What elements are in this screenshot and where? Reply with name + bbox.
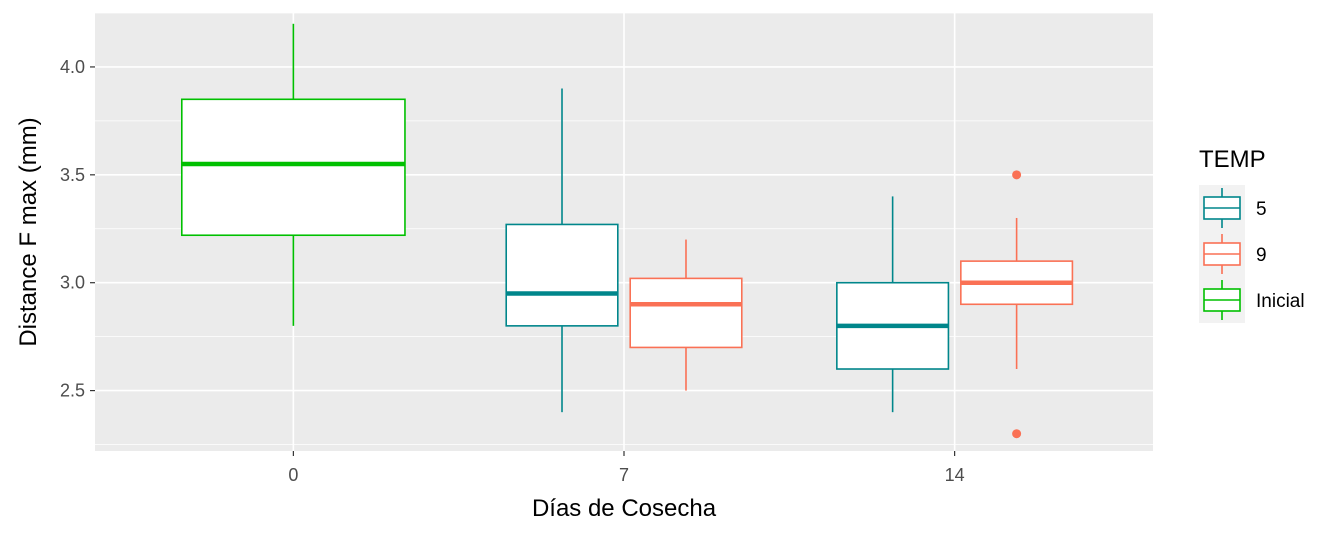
y-axis: 2.5 3.0 3.5 4.0 [60,57,95,401]
legend-key-Inicial [1199,277,1245,323]
legend-title: TEMP [1199,146,1266,173]
x-tick-label: 14 [945,465,965,485]
y-tick-label: 2.5 [60,381,85,401]
box-marks [180,23,1074,439]
x-axis-title: Días de Cosecha [532,495,717,522]
iqr-box [629,277,743,349]
y-tick-label: 3.0 [60,273,85,293]
x-tick-label: 0 [288,465,298,485]
iqr-box [180,98,406,237]
outlier-point [1012,170,1022,180]
x-tick-label: 7 [619,465,629,485]
legend: TEMP 5 9 Inicial [1199,146,1305,323]
legend-key-9 [1199,231,1245,277]
box-Inicial-day-0 [180,23,406,326]
x-axis: 0 7 14 [288,451,965,485]
outlier-point [1012,429,1022,439]
iqr-box [505,223,619,327]
legend-label: Inicial [1256,291,1305,312]
box-5-day-14 [836,196,950,413]
y-tick-label: 4.0 [60,57,85,77]
y-axis-title: Distance F max (mm) [15,117,42,346]
legend-label: 5 [1256,199,1267,220]
legend-label: 9 [1256,245,1267,266]
box-5-day-7 [505,88,619,413]
legend-key-5 [1199,185,1245,231]
y-tick-label: 3.5 [60,165,85,185]
box-9-day-14 [960,170,1074,439]
box-9-day-7 [629,239,743,391]
